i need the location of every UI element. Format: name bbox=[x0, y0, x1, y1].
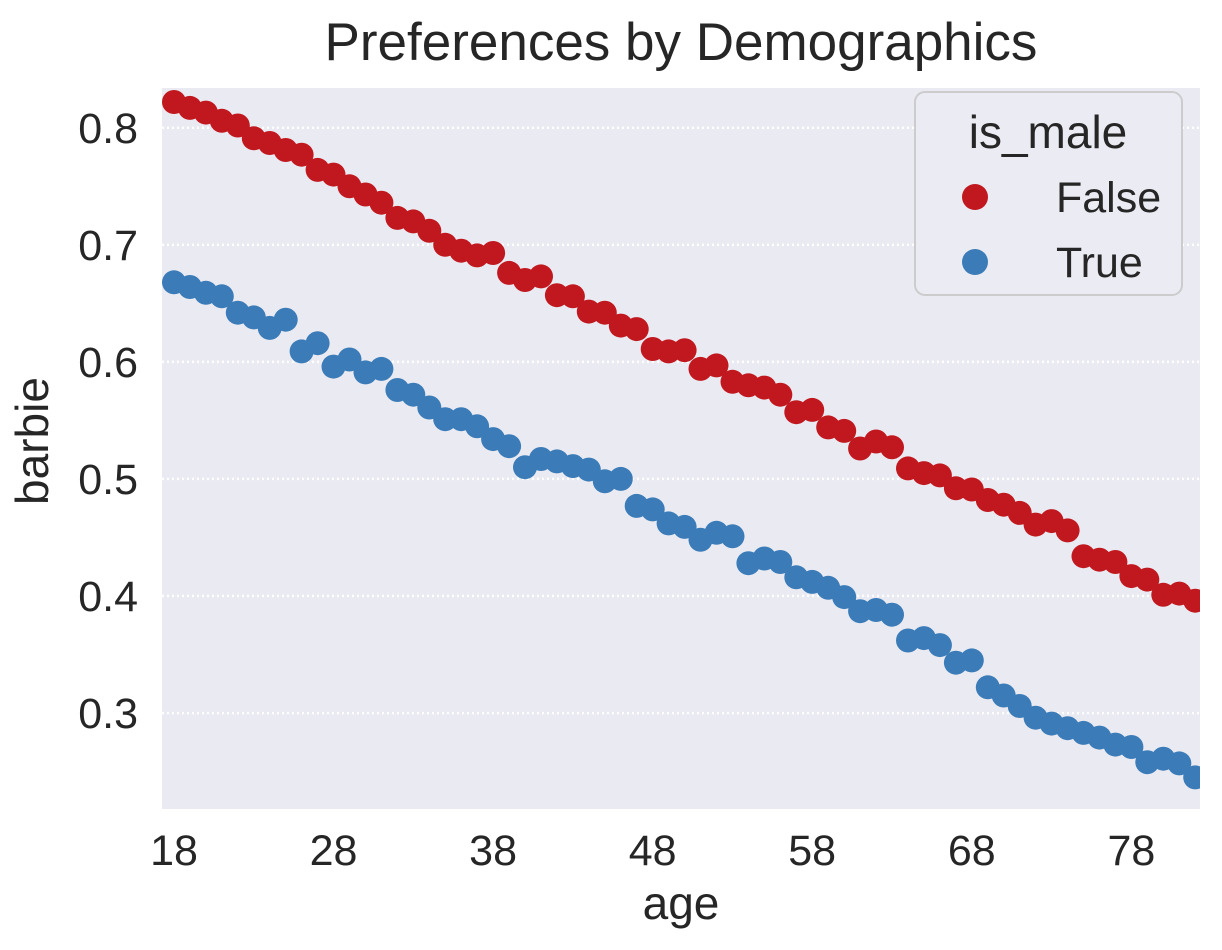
data-point bbox=[529, 264, 553, 289]
legend-marker-false-icon bbox=[962, 184, 988, 210]
data-point bbox=[800, 397, 825, 422]
chart-title: Preferences by Demographics bbox=[325, 13, 1038, 72]
series-false-points bbox=[162, 90, 1200, 613]
legend: is_male False True bbox=[914, 91, 1183, 296]
x-axis-tick-labels: 18 28 38 48 58 68 78 bbox=[150, 827, 1155, 875]
data-point bbox=[1183, 588, 1200, 613]
series-true-points bbox=[162, 270, 1200, 790]
y-tick-label: 0.8 bbox=[78, 105, 138, 153]
x-axis-label: age bbox=[643, 877, 720, 929]
legend-marker-true-icon bbox=[962, 249, 988, 275]
data-point bbox=[624, 317, 649, 342]
x-tick-label: 58 bbox=[788, 827, 836, 875]
data-point bbox=[369, 190, 394, 215]
data-point bbox=[768, 550, 793, 574]
data-point bbox=[880, 435, 904, 460]
y-tick-label: 0.5 bbox=[78, 456, 138, 504]
data-point bbox=[273, 307, 298, 332]
x-tick-label: 78 bbox=[1107, 827, 1155, 875]
data-point bbox=[401, 382, 426, 407]
y-axis-label: barbie bbox=[6, 377, 58, 505]
y-tick-label: 0.3 bbox=[78, 690, 138, 738]
x-tick-label: 38 bbox=[469, 827, 517, 875]
data-point bbox=[832, 418, 857, 443]
data-point bbox=[417, 218, 442, 243]
legend-entry-false: False bbox=[962, 174, 1161, 222]
x-tick-label: 48 bbox=[629, 827, 677, 875]
x-tick-label: 18 bbox=[150, 827, 198, 875]
data-point bbox=[959, 648, 984, 673]
legend-box bbox=[914, 91, 1183, 296]
data-point bbox=[289, 142, 314, 167]
data-point bbox=[592, 300, 617, 325]
data-point bbox=[1183, 765, 1200, 790]
data-point bbox=[927, 463, 952, 488]
data-point bbox=[1135, 567, 1160, 592]
data-point bbox=[1167, 751, 1192, 776]
data-point bbox=[369, 356, 394, 381]
data-point bbox=[672, 338, 697, 363]
data-point bbox=[672, 514, 697, 539]
data-point bbox=[640, 497, 665, 522]
legend-entry-true: True bbox=[962, 239, 1143, 287]
legend-label-true: True bbox=[1056, 239, 1143, 287]
data-point bbox=[880, 602, 904, 627]
data-point bbox=[608, 466, 633, 491]
data-point bbox=[720, 524, 745, 549]
x-tick-label: 68 bbox=[948, 827, 996, 875]
legend-label-false: False bbox=[1056, 174, 1161, 222]
y-tick-label: 0.6 bbox=[78, 339, 138, 387]
x-tick-label: 28 bbox=[310, 827, 358, 875]
data-point bbox=[305, 331, 330, 356]
legend-title: is_male bbox=[969, 106, 1128, 158]
data-point bbox=[927, 633, 952, 658]
data-point bbox=[768, 382, 793, 407]
data-point bbox=[560, 284, 585, 309]
y-tick-label: 0.7 bbox=[78, 222, 138, 270]
data-point bbox=[337, 347, 362, 372]
y-tick-label: 0.4 bbox=[78, 573, 138, 621]
data-point bbox=[481, 241, 506, 265]
data-point bbox=[832, 585, 857, 610]
data-point bbox=[209, 284, 234, 309]
data-point bbox=[1119, 735, 1144, 759]
data-point bbox=[1103, 550, 1128, 574]
data-point bbox=[1055, 518, 1080, 543]
y-axis-tick-labels: 0.3 0.4 0.5 0.6 0.7 0.8 bbox=[78, 105, 138, 738]
data-point bbox=[497, 434, 522, 459]
data-point bbox=[465, 414, 490, 439]
data-point bbox=[704, 353, 729, 378]
data-point bbox=[225, 113, 250, 138]
